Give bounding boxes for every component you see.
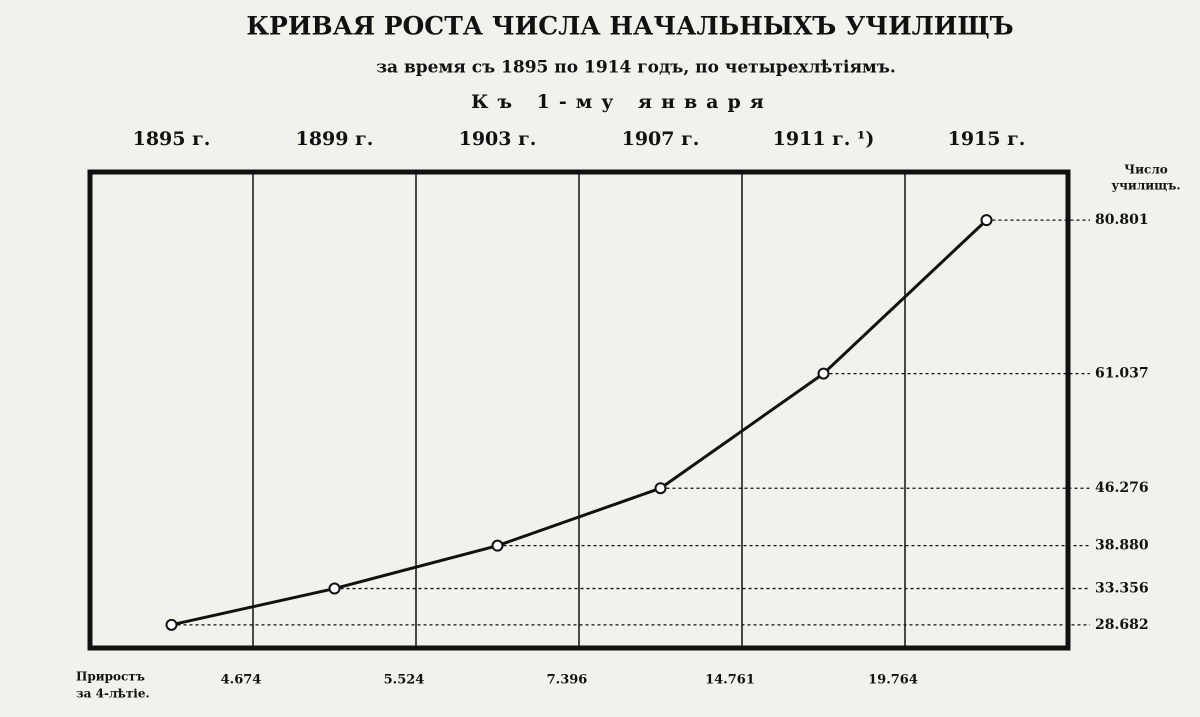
increment-label: 5.524 (384, 673, 425, 688)
value-label: 38.880 (1095, 538, 1149, 554)
line (171, 219, 988, 627)
value-label: 80.801 (1095, 212, 1149, 228)
increment-label: 19.764 (868, 673, 918, 688)
value-label: 28.682 (1095, 617, 1149, 633)
chart-subtitle: за время съ 1895 по 1914 годъ, по четыре… (376, 58, 896, 78)
x-tick-label: 1915 г. (948, 128, 1026, 150)
value-label: 46.276 (1095, 480, 1149, 496)
point (328, 582, 341, 595)
value-label: 61.037 (1095, 366, 1149, 382)
point (817, 367, 830, 380)
increment-caption: Приростъ (76, 670, 145, 684)
value-label: 33.356 (1095, 581, 1149, 597)
point (491, 539, 504, 552)
increment-label: 4.674 (221, 673, 262, 688)
x-tick-label: 1899 г. (296, 128, 374, 150)
x-tick-label: 1903 г. (459, 128, 537, 150)
x-tick-label: 1907 г. (622, 128, 700, 150)
point (654, 482, 667, 495)
y-label: Число (1124, 163, 1168, 177)
increment-label: 14.761 (705, 673, 755, 688)
increment-label: 7.396 (547, 673, 588, 688)
y-label: училищъ. (1111, 179, 1180, 193)
increment-caption: за 4-лѣтіе. (76, 687, 150, 701)
point (165, 618, 178, 631)
x-tick-label: 1895 г. (133, 128, 211, 150)
point (980, 214, 993, 227)
chart-title: КРИВАЯ РОСТА ЧИСЛА НАЧАЛЬНЫХЪ УЧИЛИЩЪ (246, 12, 1013, 41)
x-tick-label: 1911 г. ¹) (773, 128, 875, 150)
x-caption: Къ 1-му января (471, 91, 773, 113)
